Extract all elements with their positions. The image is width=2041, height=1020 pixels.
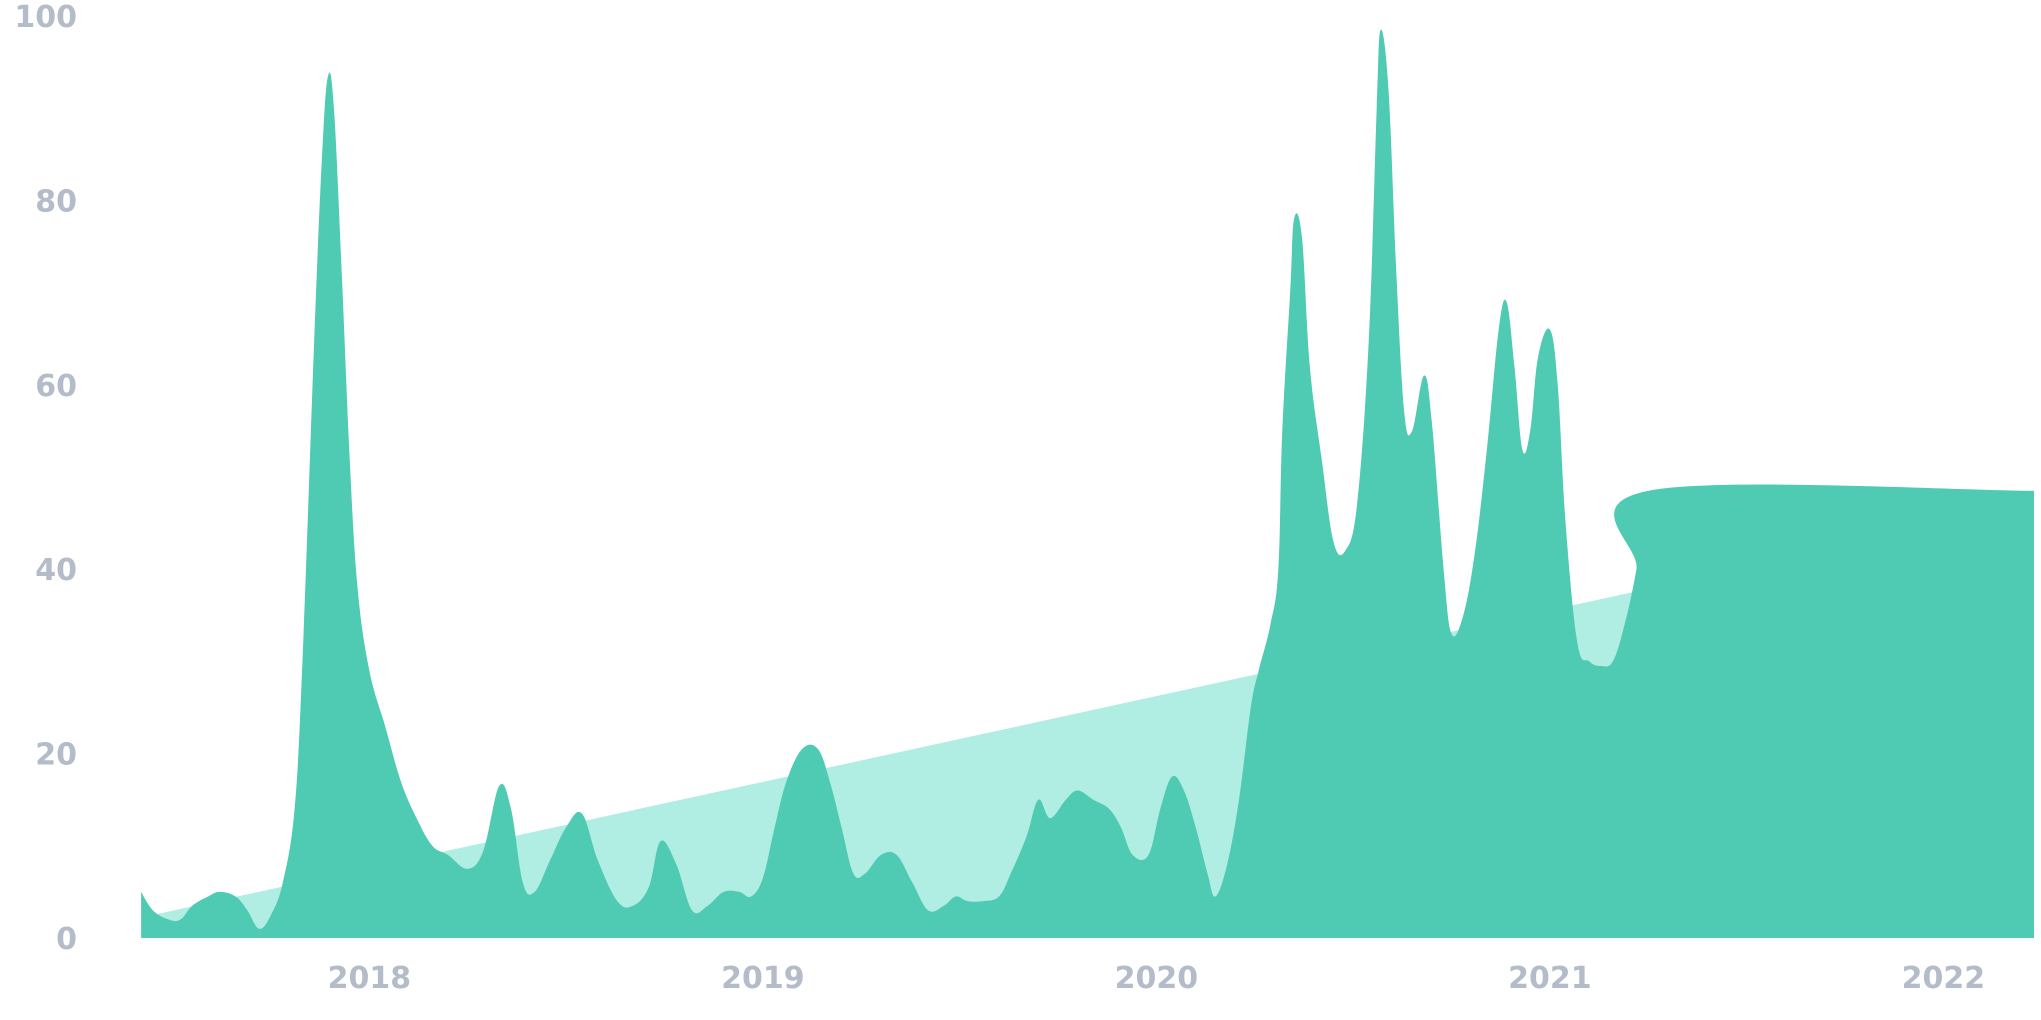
y-axis-ticks: 0 20 40 60 80 100 [14,0,77,957]
y-tick-label: 60 [35,369,77,404]
x-tick-label: 2019 [721,961,805,996]
x-tick-label: 2020 [1115,961,1199,996]
x-axis-ticks: 2018 2019 2020 2021 2022 [328,961,1986,996]
interest-area-layer [141,29,2034,938]
interest-area [141,29,2034,938]
y-tick-label: 40 [35,553,77,588]
y-tick-label: 80 [35,184,77,219]
x-tick-label: 2022 [1902,961,1986,996]
y-tick-label: 20 [35,738,77,773]
y-tick-label: 0 [56,922,77,957]
y-tick-label: 100 [14,0,77,35]
x-tick-label: 2018 [328,961,412,996]
x-tick-label: 2021 [1508,961,1592,996]
